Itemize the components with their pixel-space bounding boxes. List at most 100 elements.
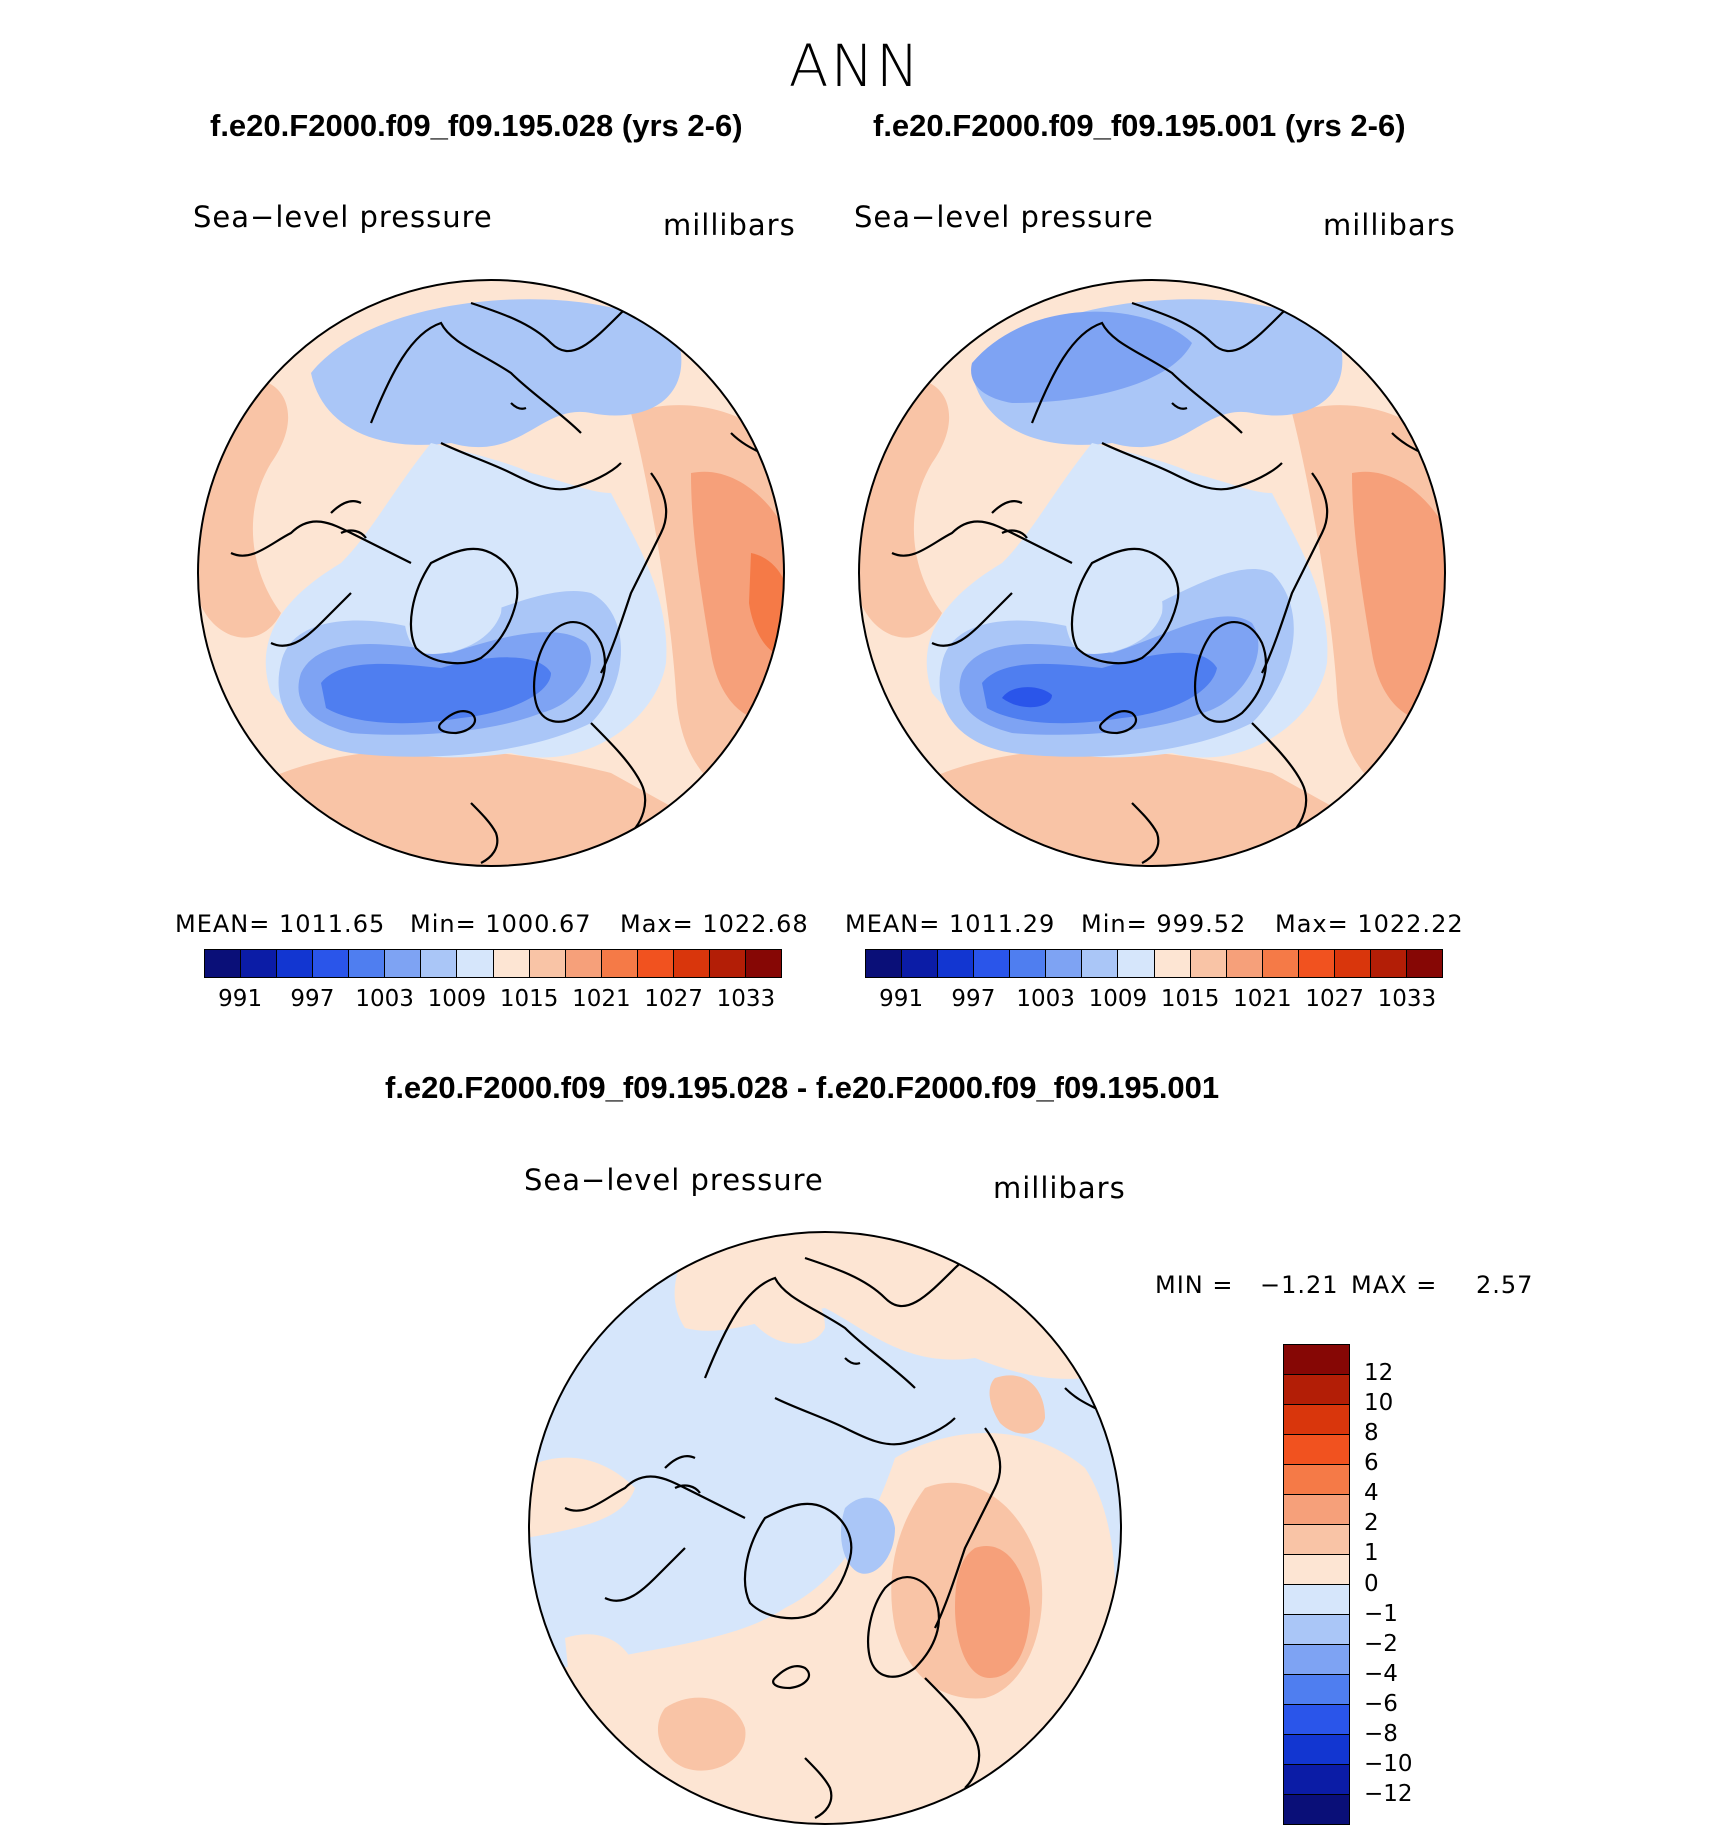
colorbar-swatch [938,950,975,977]
colorbar-tick-label: −1 [1364,1600,1398,1627]
colorbar-swatch [205,950,242,977]
colorbar-swatch [1284,1675,1349,1705]
colorbar-swatch [1284,1435,1349,1465]
colorbar-swatch [1284,1705,1349,1735]
panel2-polar-map [858,279,1446,867]
colorbar-tick-label: 991 [218,986,263,1012]
colorbar-swatch [457,950,494,977]
colorbar-swatch [1284,1555,1349,1585]
colorbar-swatch [1010,950,1047,977]
colorbar-swatch [1284,1405,1349,1435]
colorbar-swatch [421,950,458,977]
colorbar-swatch [709,950,746,977]
colorbar-tick-label: −6 [1364,1690,1398,1717]
colorbar-swatch [1154,950,1191,977]
colorbar-tick-label: 1033 [716,986,776,1012]
colorbar-swatch [1262,950,1299,977]
diff-panel-title: f.e20.F2000.f09_f09.195.028 - f.e20.F200… [385,1070,1220,1105]
panel2-variable-label: Sea−level pressure [854,200,1154,234]
colorbar-swatch [866,950,903,977]
colorbar-swatch [1284,1645,1349,1675]
colorbar-swatch [1284,1495,1349,1525]
panel1-colorbar [204,949,782,978]
colorbar-swatch [1406,950,1442,977]
colorbar-tick-label: 1003 [355,986,414,1012]
colorbar-tick-label: 10 [1364,1390,1394,1417]
colorbar-tick-label: −8 [1364,1720,1398,1747]
colorbar-tick-label: 8 [1364,1420,1379,1447]
panel1-min-stat: Min= 1000.67 [410,910,592,938]
colorbar-tick-label: 1 [1364,1540,1379,1567]
colorbar-swatch [1284,1345,1349,1375]
colorbar-tick-label: 997 [951,986,996,1012]
colorbar-tick-label: 1003 [1016,986,1075,1012]
colorbar-swatch [385,950,422,977]
figure-title: ANN [788,32,922,100]
panel2-colorbar [865,949,1443,978]
colorbar-swatch [1284,1525,1349,1555]
panel1-units-label: millibars [663,208,796,242]
colorbar-tick-label: 1021 [1233,986,1292,1012]
panel2-max-stat: Max= 1022.22 [1275,910,1464,938]
colorbar-swatch [974,950,1011,977]
colorbar-swatch [1298,950,1335,977]
panel1-mean-stat: MEAN= 1011.65 [175,910,386,938]
colorbar-swatch [1284,1795,1349,1824]
colorbar-swatch [529,950,566,977]
panel1-variable-label: Sea−level pressure [193,200,493,234]
colorbar-swatch [1284,1735,1349,1765]
colorbar-tick-label: −2 [1364,1630,1398,1657]
diff-max-label: MAX = [1351,1271,1438,1299]
colorbar-tick-label: 1033 [1377,986,1437,1012]
colorbar-tick-label: 1015 [1160,986,1220,1012]
colorbar-swatch [1334,950,1371,977]
colorbar-swatch [349,950,386,977]
colorbar-swatch [277,950,314,977]
colorbar-tick-label: 1027 [644,986,703,1012]
colorbar-swatch [1046,950,1083,977]
colorbar-tick-label: 2 [1364,1510,1379,1537]
colorbar-swatch [1284,1615,1349,1645]
colorbar-swatch [601,950,638,977]
colorbar-tick-label: 997 [290,986,335,1012]
colorbar-tick-label: 4 [1364,1480,1379,1507]
diff-colorbar [1283,1344,1350,1825]
colorbar-swatch [1226,950,1263,977]
colorbar-tick-label: −10 [1364,1750,1413,1777]
colorbar-tick-label: −4 [1364,1660,1398,1687]
colorbar-tick-label: 0 [1364,1570,1379,1597]
panel1-title: f.e20.F2000.f09_f09.195.028 (yrs 2-6) [210,108,743,143]
colorbar-tick-label: 991 [879,986,924,1012]
colorbar-tick-label: 12 [1364,1360,1394,1387]
colorbar-swatch [313,950,350,977]
panel2-min-stat: Min= 999.52 [1081,910,1247,938]
colorbar-swatch [1082,950,1119,977]
panel2-title: f.e20.F2000.f09_f09.195.001 (yrs 2-6) [873,108,1406,143]
colorbar-swatch [1284,1585,1349,1615]
panel2-units-label: millibars [1323,208,1456,242]
colorbar-tick-label: 1015 [499,986,559,1012]
colorbar-tick-label: −12 [1364,1780,1413,1807]
colorbar-swatch [1284,1465,1349,1495]
colorbar-swatch [1370,950,1407,977]
diff-polar-map [528,1231,1122,1825]
diff-variable-label: Sea−level pressure [524,1163,824,1197]
colorbar-swatch [1118,950,1155,977]
diff-max-value: 2.57 [1476,1271,1534,1299]
colorbar-tick-label: 1009 [1088,986,1148,1012]
diff-units-label: millibars [993,1171,1126,1205]
colorbar-tick-label: 1009 [427,986,487,1012]
colorbar-swatch [1284,1765,1349,1795]
panel2-mean-stat: MEAN= 1011.29 [845,910,1056,938]
colorbar-swatch [1284,1375,1349,1405]
panel1-max-stat: Max= 1022.68 [620,910,809,938]
colorbar-tick-label: 1027 [1305,986,1364,1012]
colorbar-swatch [745,950,781,977]
colorbar-swatch [493,950,530,977]
diff-min-value: −1.21 [1260,1271,1339,1299]
diff-min-label: MIN = [1155,1271,1234,1299]
colorbar-swatch [241,950,278,977]
colorbar-swatch [902,950,939,977]
colorbar-swatch [637,950,674,977]
colorbar-tick-label: 6 [1364,1450,1379,1477]
